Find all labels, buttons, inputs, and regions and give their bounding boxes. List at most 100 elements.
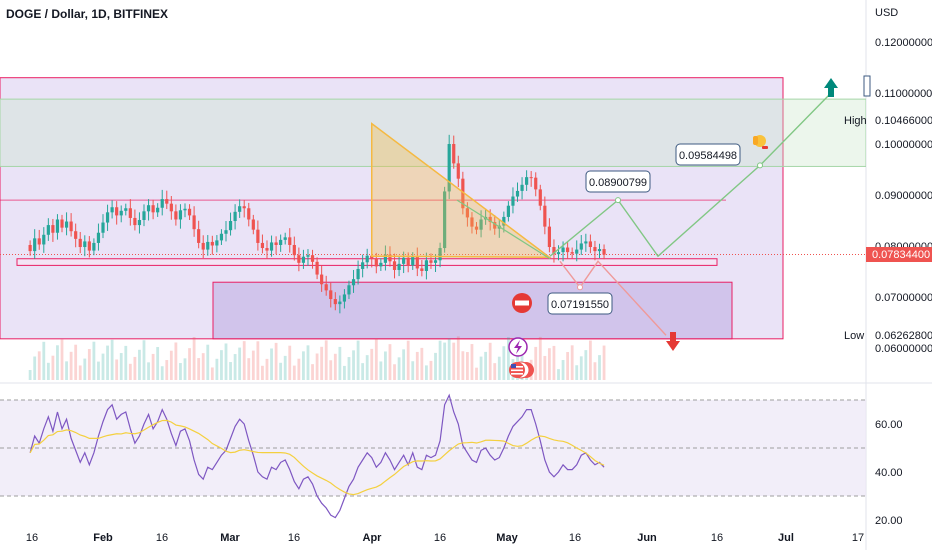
volume-bar — [593, 362, 597, 380]
candle-body — [64, 221, 69, 228]
candle-body — [538, 189, 542, 206]
volume-bar — [69, 351, 73, 380]
volume-bar — [302, 351, 305, 380]
candle-body — [465, 208, 470, 218]
candle-body — [83, 241, 87, 248]
rsi-tick-label: 40.00 — [875, 467, 903, 479]
candle-body — [365, 255, 369, 263]
candle-body — [110, 207, 114, 213]
volume-bar — [233, 354, 237, 380]
candle-body — [320, 274, 324, 285]
volume-bar — [479, 356, 483, 380]
candle-body — [292, 244, 296, 256]
volume-bar — [60, 339, 64, 380]
candle-body — [174, 211, 178, 220]
volume-bar — [188, 348, 191, 380]
volume-bar — [92, 341, 96, 380]
candle-body — [474, 226, 479, 230]
candle-body — [429, 260, 433, 263]
candle-body — [87, 241, 91, 251]
volume-bar — [110, 339, 114, 380]
candle-body — [370, 255, 374, 259]
candle-body — [570, 252, 574, 254]
candle-body — [506, 205, 510, 217]
projection-node — [577, 284, 583, 291]
lightning-icon[interactable] — [508, 337, 528, 357]
candle-body — [338, 301, 342, 305]
candle-body — [556, 252, 561, 255]
no-entry-icon — [512, 293, 532, 313]
volume-bar — [220, 350, 223, 380]
volume-bar — [28, 370, 32, 380]
volume-bar — [270, 348, 273, 380]
volume-bar — [406, 340, 410, 380]
candle-body — [561, 247, 565, 253]
volume-bar — [579, 356, 583, 380]
volume-bar — [210, 367, 214, 380]
volume-bar — [402, 349, 406, 380]
candle-body — [247, 208, 251, 220]
callout-low-target[interactable]: 0.07191550 — [547, 292, 613, 315]
candle-body — [452, 144, 456, 164]
volume-bar — [279, 362, 283, 380]
candle-body — [392, 261, 397, 270]
candle-body — [115, 207, 119, 216]
candle-body — [493, 222, 497, 229]
volume-bar — [192, 337, 196, 380]
volume-bar — [584, 350, 588, 380]
callout-value: 0.07191550 — [551, 299, 609, 311]
date-tick-label: 16 — [288, 532, 300, 544]
candle-body — [151, 205, 155, 213]
low-label: Low — [844, 330, 864, 342]
date-tick-label: 16 — [26, 532, 38, 544]
volume-bar — [475, 367, 478, 380]
candle-body — [566, 247, 570, 253]
volume-bar — [160, 366, 164, 380]
candle-body — [406, 257, 410, 266]
volume-bar — [534, 346, 538, 380]
rsi-tick-label: 60.00 — [875, 419, 903, 431]
candle-body — [256, 229, 260, 243]
volume-bar — [256, 341, 260, 380]
volume-bar — [106, 345, 109, 380]
volume-bar — [443, 342, 447, 380]
high-label: High — [844, 115, 867, 127]
candle-body — [333, 299, 337, 305]
volume-bar — [343, 365, 346, 380]
candle-body — [593, 247, 597, 252]
trend-line — [456, 199, 551, 260]
callout-mid-target[interactable]: 0.09584498 — [675, 143, 741, 166]
volume-bar — [46, 362, 50, 380]
candle-body — [242, 206, 246, 209]
candle-body — [361, 262, 365, 269]
date-tick-label: Mar — [220, 532, 240, 544]
candle-body — [201, 242, 205, 250]
us-flag-icon[interactable] — [509, 361, 534, 379]
volume-bar — [65, 361, 68, 380]
volume-bar — [215, 358, 219, 380]
candle-body — [433, 260, 438, 263]
candle-body — [306, 255, 310, 257]
volume-bar — [566, 352, 570, 380]
volume-bar — [183, 358, 187, 380]
candle-body — [178, 210, 183, 220]
volume-bar — [447, 338, 451, 380]
candle-body — [301, 256, 306, 263]
volume-bar — [338, 346, 342, 380]
candle-body — [96, 232, 101, 243]
callout-high-target[interactable]: 0.08900799 — [585, 170, 651, 193]
high-value: 0.10466000 — [875, 115, 932, 127]
candle-body — [461, 178, 465, 209]
triangle-pattern — [371, 122, 552, 258]
volume-bar — [425, 365, 428, 380]
candle-body — [28, 244, 32, 252]
price-tick-label: 0.12000000 — [875, 37, 932, 49]
volume-bar — [206, 344, 210, 380]
volume-bar — [169, 350, 173, 380]
arrow-down-icon — [666, 332, 680, 351]
support-zone — [212, 281, 733, 340]
volume-bar — [429, 360, 433, 380]
candle-body — [101, 222, 105, 233]
candle-body — [534, 177, 538, 190]
